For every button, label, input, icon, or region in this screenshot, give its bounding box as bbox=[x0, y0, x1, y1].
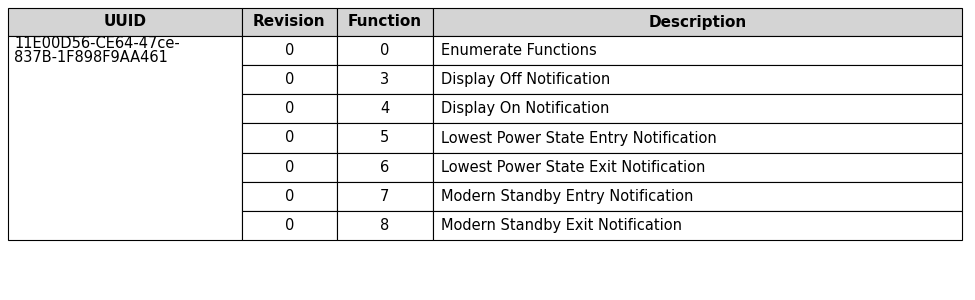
Text: UUID: UUID bbox=[103, 14, 146, 29]
Text: 0: 0 bbox=[285, 189, 294, 204]
Text: 0: 0 bbox=[285, 101, 294, 116]
Bar bbox=[337, 211, 433, 240]
Bar bbox=[242, 94, 337, 123]
Text: 6: 6 bbox=[380, 160, 389, 175]
Text: Function: Function bbox=[348, 14, 422, 29]
Bar bbox=[337, 36, 433, 65]
Bar bbox=[433, 211, 962, 240]
Bar bbox=[433, 8, 962, 36]
Bar bbox=[433, 153, 962, 182]
Text: 7: 7 bbox=[380, 189, 390, 204]
Text: Modern Standby Entry Notification: Modern Standby Entry Notification bbox=[441, 189, 693, 204]
Bar bbox=[337, 123, 433, 153]
Bar bbox=[242, 65, 337, 94]
Text: 0: 0 bbox=[285, 72, 294, 87]
Text: Lowest Power State Entry Notification: Lowest Power State Entry Notification bbox=[441, 130, 717, 146]
Text: 0: 0 bbox=[285, 130, 294, 146]
Bar bbox=[242, 211, 337, 240]
Bar bbox=[337, 153, 433, 182]
Text: 0: 0 bbox=[380, 43, 390, 58]
Text: Lowest Power State Exit Notification: Lowest Power State Exit Notification bbox=[441, 160, 705, 175]
Bar bbox=[433, 36, 962, 65]
Text: 0: 0 bbox=[285, 160, 294, 175]
Bar bbox=[242, 8, 337, 36]
Text: 5: 5 bbox=[380, 130, 389, 146]
Text: 4: 4 bbox=[380, 101, 389, 116]
Text: 837B-1F898F9AA461: 837B-1F898F9AA461 bbox=[14, 50, 168, 65]
Bar bbox=[242, 123, 337, 153]
Bar bbox=[433, 123, 962, 153]
Bar bbox=[242, 153, 337, 182]
Text: Enumerate Functions: Enumerate Functions bbox=[441, 43, 597, 58]
Text: 11E00D56-CE64-47ce-: 11E00D56-CE64-47ce- bbox=[14, 36, 179, 51]
Bar bbox=[8, 8, 242, 36]
Bar bbox=[337, 94, 433, 123]
Bar bbox=[8, 36, 242, 240]
Bar bbox=[242, 36, 337, 65]
Bar bbox=[337, 182, 433, 211]
Text: Revision: Revision bbox=[254, 14, 326, 29]
Text: 0: 0 bbox=[285, 43, 294, 58]
Bar bbox=[337, 65, 433, 94]
Text: Modern Standby Exit Notification: Modern Standby Exit Notification bbox=[441, 218, 682, 233]
Bar bbox=[242, 182, 337, 211]
Bar bbox=[433, 182, 962, 211]
Text: Display On Notification: Display On Notification bbox=[441, 101, 609, 116]
Bar bbox=[433, 94, 962, 123]
Text: 8: 8 bbox=[380, 218, 389, 233]
Bar bbox=[433, 65, 962, 94]
Text: 0: 0 bbox=[285, 218, 294, 233]
Text: Description: Description bbox=[648, 14, 747, 29]
Bar bbox=[337, 8, 433, 36]
Text: Display Off Notification: Display Off Notification bbox=[441, 72, 609, 87]
Text: 3: 3 bbox=[380, 72, 389, 87]
